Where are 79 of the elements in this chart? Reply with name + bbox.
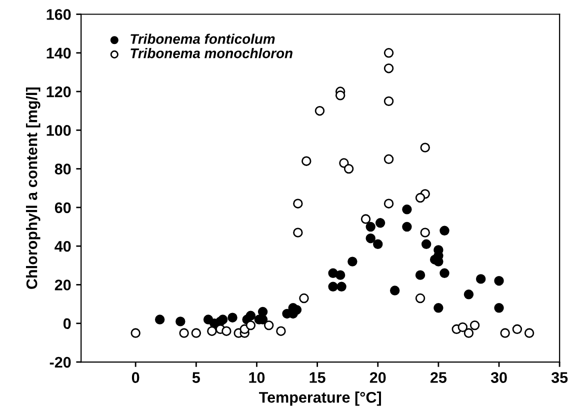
y-tick-label: 20 (54, 280, 71, 290)
point (218, 314, 228, 324)
point (179, 328, 189, 338)
point (335, 90, 346, 100)
x-tick-label: 10 (249, 372, 265, 383)
point (293, 228, 303, 238)
point (246, 310, 256, 321)
point (390, 286, 400, 296)
point (384, 48, 394, 58)
y-axis-title: Chlorophyll a content [mg/l] (26, 88, 40, 289)
point (336, 282, 346, 292)
point (176, 316, 186, 326)
x-tick-label: 15 (310, 372, 326, 383)
point (299, 293, 309, 304)
x-tick-label: 20 (370, 372, 386, 383)
y-tick-label: 120 (46, 86, 71, 98)
point (434, 303, 444, 313)
y-tick-label: 140 (46, 48, 71, 59)
point (494, 276, 504, 286)
point (420, 228, 430, 238)
x-tick-label: 25 (430, 372, 447, 383)
point (420, 142, 430, 152)
y-tick-label: 40 (54, 240, 71, 252)
point (335, 270, 346, 280)
point (228, 312, 238, 322)
point (524, 328, 534, 338)
point (222, 326, 232, 336)
point (384, 96, 394, 106)
legend-label: Tribonema fonticolum (130, 34, 275, 44)
x-tick-label: 5 (192, 372, 200, 383)
point (276, 326, 286, 336)
point (366, 234, 376, 244)
point (264, 320, 274, 330)
x-tick-label: 0 (132, 372, 140, 383)
point (384, 154, 394, 164)
y-tick-label: 60 (54, 202, 71, 214)
point (344, 164, 354, 174)
point (246, 320, 256, 330)
y-tick-label: 80 (54, 164, 71, 174)
point (494, 303, 504, 313)
point (402, 222, 412, 232)
point (154, 314, 165, 324)
point (360, 214, 371, 224)
point (440, 226, 450, 236)
point (375, 218, 386, 228)
y-tick-label: 100 (46, 125, 71, 136)
point (464, 290, 474, 300)
point (512, 324, 522, 334)
point (458, 322, 468, 332)
point (293, 198, 303, 208)
x-axis-title: Temperature [°C] (259, 392, 381, 406)
point (402, 204, 412, 214)
y-tick-label: -20 (50, 356, 71, 368)
point (470, 320, 480, 330)
x-tick-label: 35 (551, 372, 568, 383)
point (421, 239, 432, 250)
point (130, 328, 140, 338)
y-tick-label: 160 (46, 9, 71, 20)
point (476, 274, 486, 284)
point (191, 328, 202, 338)
point (258, 306, 268, 317)
point (440, 268, 450, 278)
point (328, 282, 338, 292)
point (415, 192, 426, 203)
y-tick-label: 0 (63, 318, 71, 330)
point (366, 222, 376, 232)
point (415, 270, 426, 280)
point (314, 106, 325, 116)
point (415, 293, 426, 304)
point (464, 328, 474, 338)
point (500, 328, 510, 338)
legend-label: Tribonema monochloron (130, 48, 292, 58)
point (348, 256, 358, 266)
point (373, 239, 383, 250)
point (207, 326, 217, 336)
point (302, 156, 312, 166)
point (384, 198, 394, 208)
x-tick-label: 30 (490, 372, 507, 383)
point (384, 63, 394, 74)
